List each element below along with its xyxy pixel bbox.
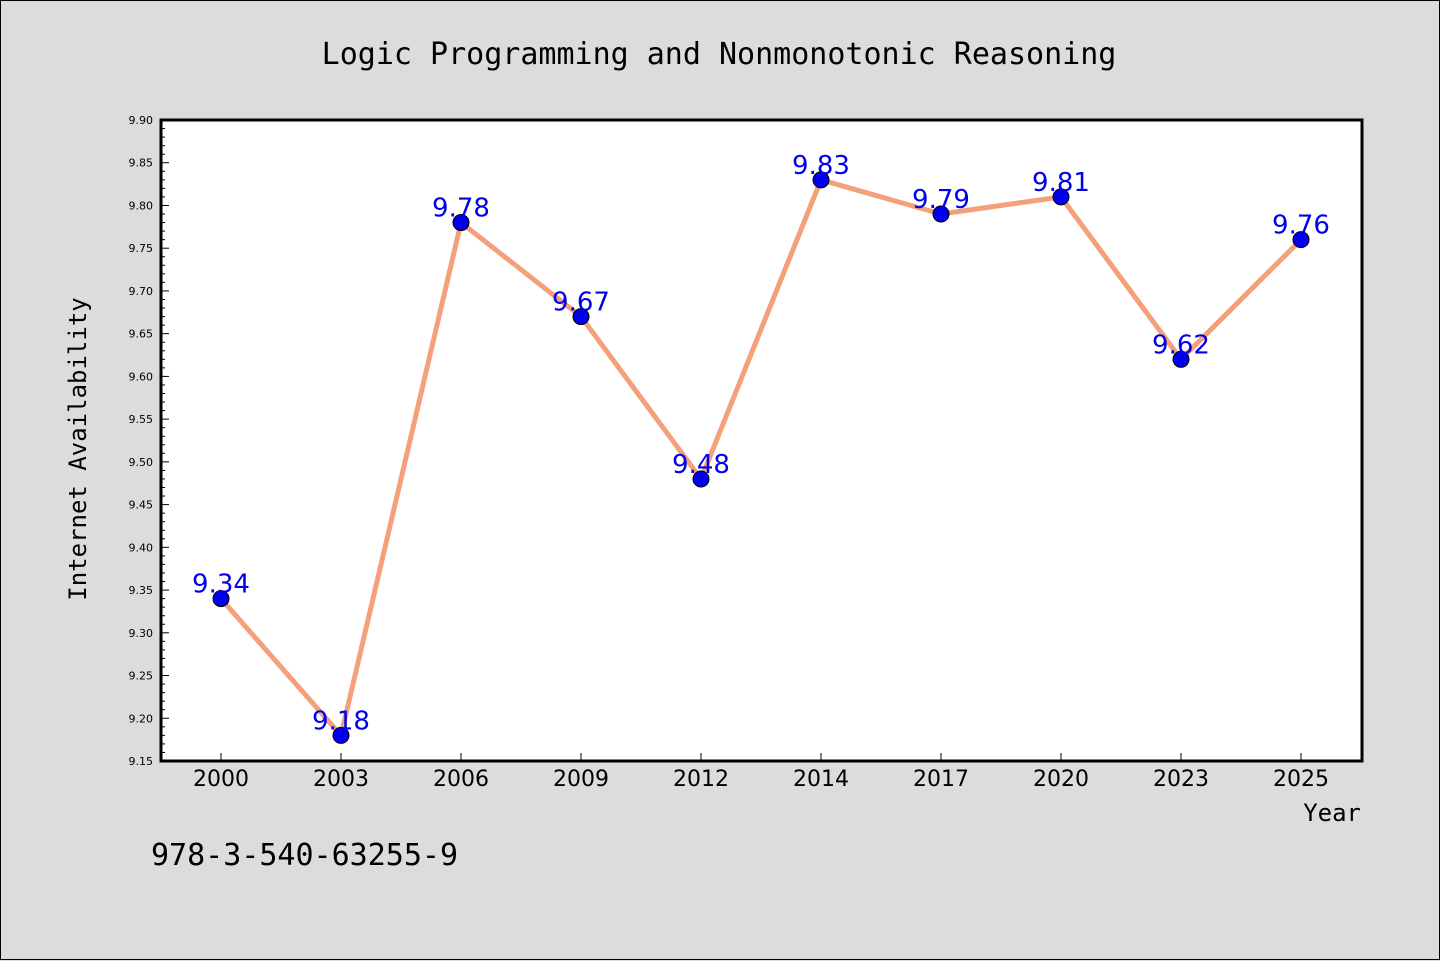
x-tick-label: 2014	[793, 767, 849, 792]
data-label: 9.62	[1152, 330, 1210, 360]
isbn-footnote: 978-3-540-63255-9	[151, 838, 458, 873]
y-tick-label: 9.80	[129, 199, 154, 212]
data-label: 9.78	[432, 194, 490, 224]
data-label: 9.76	[1272, 211, 1330, 241]
data-point	[1052, 188, 1070, 206]
y-tick-label: 9.75	[129, 242, 154, 255]
data-point	[332, 726, 350, 744]
y-tick-label: 9.15	[129, 755, 154, 768]
series-line	[219, 177, 1303, 738]
y-tick-label: 9.60	[129, 370, 154, 383]
y-tick-label: 9.90	[129, 114, 154, 127]
x-tick-label: 2025	[1273, 767, 1329, 792]
data-label: 9.81	[1032, 168, 1090, 198]
y-tick-label: 9.25	[129, 670, 154, 683]
data-point	[572, 308, 590, 326]
x-tick-label: 2006	[433, 767, 489, 792]
data-labels: 9.34 9.18 9.78 9.67 9.48 9.83 9.79 9.81 9.62 9.76	[192, 151, 1330, 737]
x-axis: 2000 2003 2006 2009 2012 2014 2017 2020 2023 2025	[193, 753, 1329, 792]
y-axis: 9.15 9.20 9.25 9.30 9.35 9.40 9.45 9.50 9.55 9.60…	[129, 114, 169, 768]
y-tick-label: 9.35	[129, 584, 154, 597]
y-tick-label: 9.55	[129, 413, 154, 426]
data-point	[1172, 350, 1190, 368]
y-tick-label: 9.45	[129, 499, 154, 512]
x-tick-label: 2012	[673, 767, 729, 792]
data-label: 9.18	[312, 706, 370, 736]
x-tick-label: 2017	[913, 767, 969, 792]
y-tick-label: 9.65	[129, 328, 154, 341]
series-markers	[212, 171, 1310, 744]
data-point	[932, 205, 950, 223]
data-label: 9.48	[672, 450, 730, 480]
data-label: 9.34	[192, 570, 250, 600]
x-tick-label: 2023	[1153, 767, 1209, 792]
y-tick-label: 9.30	[129, 627, 154, 640]
y-tick-label: 9.40	[129, 541, 154, 554]
x-axis-label: Year	[1303, 799, 1361, 827]
plot-area	[159, 118, 1364, 763]
x-tick-label: 2003	[313, 767, 369, 792]
x-tick-label: 2000	[193, 767, 249, 792]
y-axis-label: Internet Availability	[64, 297, 92, 600]
y-tick-label: 9.20	[129, 712, 154, 725]
x-tick-label: 2009	[553, 767, 609, 792]
series-line-group	[219, 177, 1303, 738]
y-tick-label: 9.85	[129, 157, 154, 170]
chart-title: Logic Programming and Nonmonotonic Reaso…	[322, 37, 1117, 72]
y-tick-label: 9.70	[129, 285, 154, 298]
data-point	[452, 214, 470, 232]
x-tick-label: 2020	[1033, 767, 1089, 792]
data-point	[812, 171, 830, 189]
y-tick-label: 9.50	[129, 456, 154, 469]
data-label: 9.67	[552, 288, 610, 318]
data-point	[212, 590, 230, 608]
data-point	[692, 470, 710, 488]
data-point	[1292, 231, 1310, 249]
data-label: 9.79	[912, 185, 970, 215]
data-label: 9.83	[792, 151, 850, 181]
